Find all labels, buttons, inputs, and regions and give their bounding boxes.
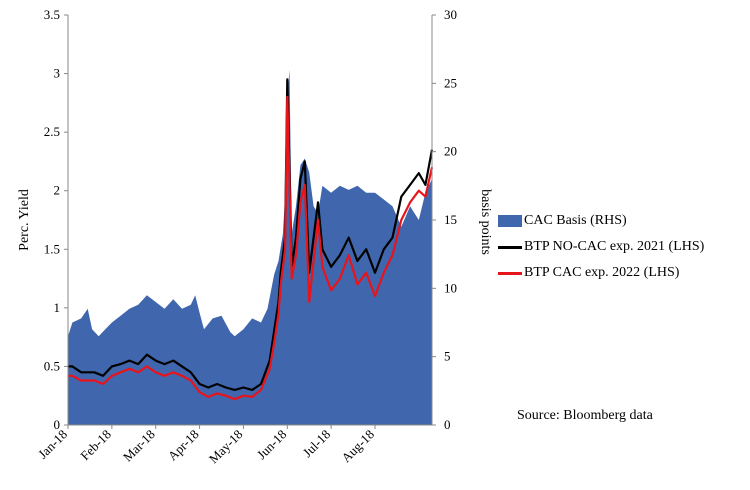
series-btp-cac-line [68, 95, 434, 401]
right-tick-label: 30 [444, 7, 457, 22]
x-tick-label: Jun-18 [254, 427, 290, 463]
right-tick-label: 20 [444, 144, 457, 159]
legend-item-btp-no-cac: BTP NO-CAC exp. 2021 (LHS) [498, 234, 743, 260]
plot-area [68, 69, 434, 425]
legend-swatch-btp-cac [498, 271, 522, 275]
series-cac-basis-area [68, 69, 432, 425]
x-tick-label: May-18 [206, 427, 246, 467]
x-tick-label: Apr-18 [165, 427, 202, 464]
left-axis-title: Perc. Yield [17, 189, 32, 251]
left-y-axis: 0 0.5 1 1.5 2 2.5 3 3.5 [44, 7, 69, 432]
left-tick-label: 0.5 [44, 358, 60, 373]
left-tick-label: 3.5 [44, 7, 60, 22]
right-y-axis: 0 5 10 15 20 25 30 [431, 7, 457, 432]
legend-label-btp-cac: BTP CAC exp. 2022 (LHS) [524, 265, 680, 280]
left-tick-label: 2.5 [44, 124, 60, 139]
left-tick-label: 2 [54, 183, 61, 198]
left-tick-label: 1 [54, 300, 61, 315]
x-axis: Jan-18 Feb-18 Mar-18 Apr-18 May-18 Jun-18 Jul-… [35, 424, 432, 467]
right-tick-label: 5 [444, 349, 451, 364]
legend-swatch-cac-basis [498, 215, 522, 227]
legend-item-cac-basis: CAC Basis (RHS) [498, 208, 743, 234]
source-note: Source: Bloomberg data [517, 408, 653, 423]
x-tick-label: Jul-18 [300, 427, 334, 461]
right-tick-label: 10 [444, 280, 457, 295]
left-tick-label: 0 [54, 417, 61, 432]
right-axis-title: basis points [478, 189, 493, 255]
left-tick-label: 3 [54, 66, 61, 81]
legend-swatch-btp-no-cac [498, 245, 522, 249]
right-tick-label: 0 [444, 417, 451, 432]
x-tick-label: Feb-18 [77, 427, 114, 464]
right-tick-label: 15 [444, 212, 457, 227]
x-tick-label: Mar-18 [120, 427, 158, 465]
legend-item-btp-cac: BTP CAC exp. 2022 (LHS) [498, 260, 743, 286]
legend-label-cac-basis: CAC Basis (RHS) [524, 213, 627, 228]
right-tick-label: 25 [444, 75, 457, 90]
legend: CAC Basis (RHS) BTP NO-CAC exp. 2021 (LH… [498, 208, 743, 286]
left-tick-label: 1.5 [44, 241, 60, 256]
legend-label-btp-no-cac: BTP NO-CAC exp. 2021 (LHS) [524, 239, 705, 254]
x-tick-label: Aug-18 [338, 427, 377, 466]
